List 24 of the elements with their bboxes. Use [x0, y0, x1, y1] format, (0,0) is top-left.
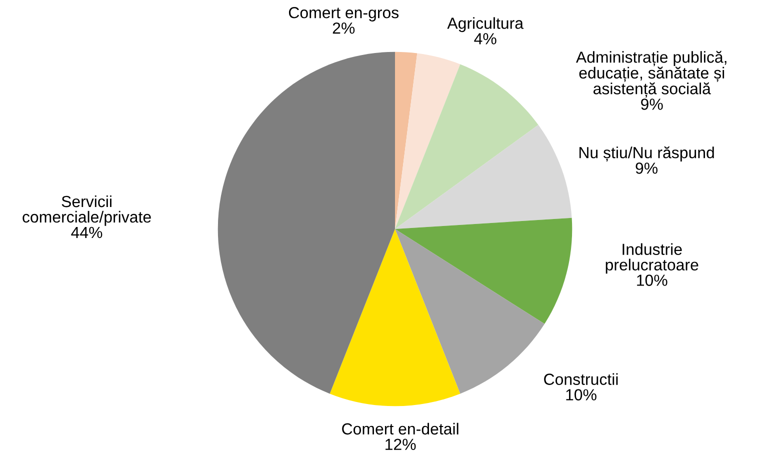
slice-label: Constructii: [544, 373, 618, 385]
slice-label: Administrație publică, educație, sănătate și asistență socială: [576, 50, 726, 98]
data-label: 10%: [637, 274, 668, 286]
data-label: 9%: [641, 98, 663, 110]
pie-slice: [395, 229, 545, 394]
slice-label: Servicii comerciale/private: [22, 195, 151, 226]
data-label: 2%: [332, 22, 355, 34]
slice-label: Comert en-detail: [342, 422, 458, 435]
slice-label: Nu știu/Nu răspund: [579, 146, 714, 162]
pie-slice: [395, 53, 460, 229]
data-label: 44%: [71, 226, 102, 238]
pie-slice: [330, 229, 460, 406]
data-label: 10%: [566, 389, 596, 400]
pie-slice: [218, 52, 395, 394]
pie-slice: [395, 52, 418, 229]
data-label: 4%: [474, 33, 496, 44]
slice-label: Agricultura: [447, 17, 524, 32]
slice-label: Industrie prelucratoare: [606, 243, 698, 274]
pie-slice: [395, 124, 572, 229]
pie-slice: [395, 218, 572, 324]
slice-label: Comert en-gros: [288, 6, 399, 22]
data-label: 12%: [386, 438, 416, 450]
pie-slice: [395, 64, 538, 229]
data-label: 9%: [636, 162, 658, 174]
